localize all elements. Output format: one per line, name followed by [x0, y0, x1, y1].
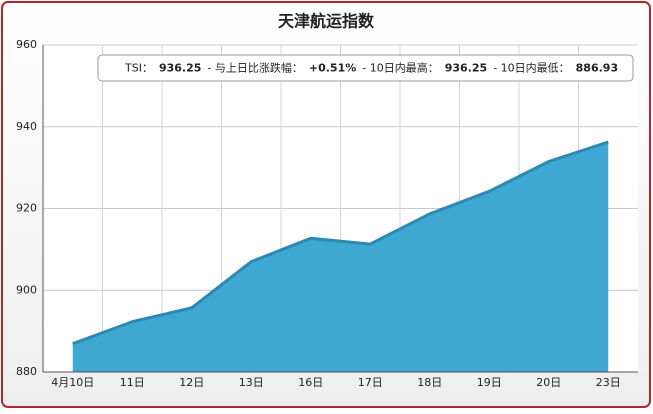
info-part: - 10日内最低：: [493, 61, 569, 75]
x-tick-label: 11日: [120, 376, 145, 389]
x-tick-label: 12日: [179, 376, 204, 389]
y-tick-label: 900: [16, 283, 37, 296]
area: [72, 142, 609, 372]
x-tick-label: 18日: [417, 376, 442, 389]
x-tick-label: 4月10日: [51, 376, 94, 389]
info-box-bg: [97, 54, 634, 82]
info-part: 936.25: [159, 62, 201, 75]
x-tick-label: 13日: [239, 376, 264, 389]
info-box: TSI： 936.25 - 与上日比涨跌幅： +0.51% - 10日内最高： 936.2…: [97, 54, 634, 82]
info-part: TSI：: [124, 62, 153, 75]
x-tick-label: 16日: [298, 376, 323, 389]
chart-title: 天津航运指数: [278, 12, 375, 31]
info-part: 936.25: [445, 62, 487, 75]
info-part: +0.51%: [309, 62, 356, 75]
x-tick-label: 20日: [536, 376, 561, 389]
area-line: [72, 140, 609, 346]
info-part: - 10日内最高：: [362, 61, 438, 75]
y-tick-label: 920: [16, 202, 37, 215]
x-tick-label: 17日: [358, 376, 383, 389]
x-tick-label: 23日: [596, 376, 621, 389]
info-text: TSI： 936.25 - 与上日比涨跌幅： +0.51% - 10日内最高： 936.2…: [124, 61, 618, 75]
y-tick-label: 880: [16, 365, 37, 378]
x-tick-label: 19日: [477, 376, 502, 389]
info-part: 886.93: [576, 62, 618, 75]
y-tick-label: 940: [16, 120, 37, 133]
y-tick-label: 960: [16, 38, 37, 51]
info-part: - 与上日比涨跌幅：: [207, 61, 302, 75]
